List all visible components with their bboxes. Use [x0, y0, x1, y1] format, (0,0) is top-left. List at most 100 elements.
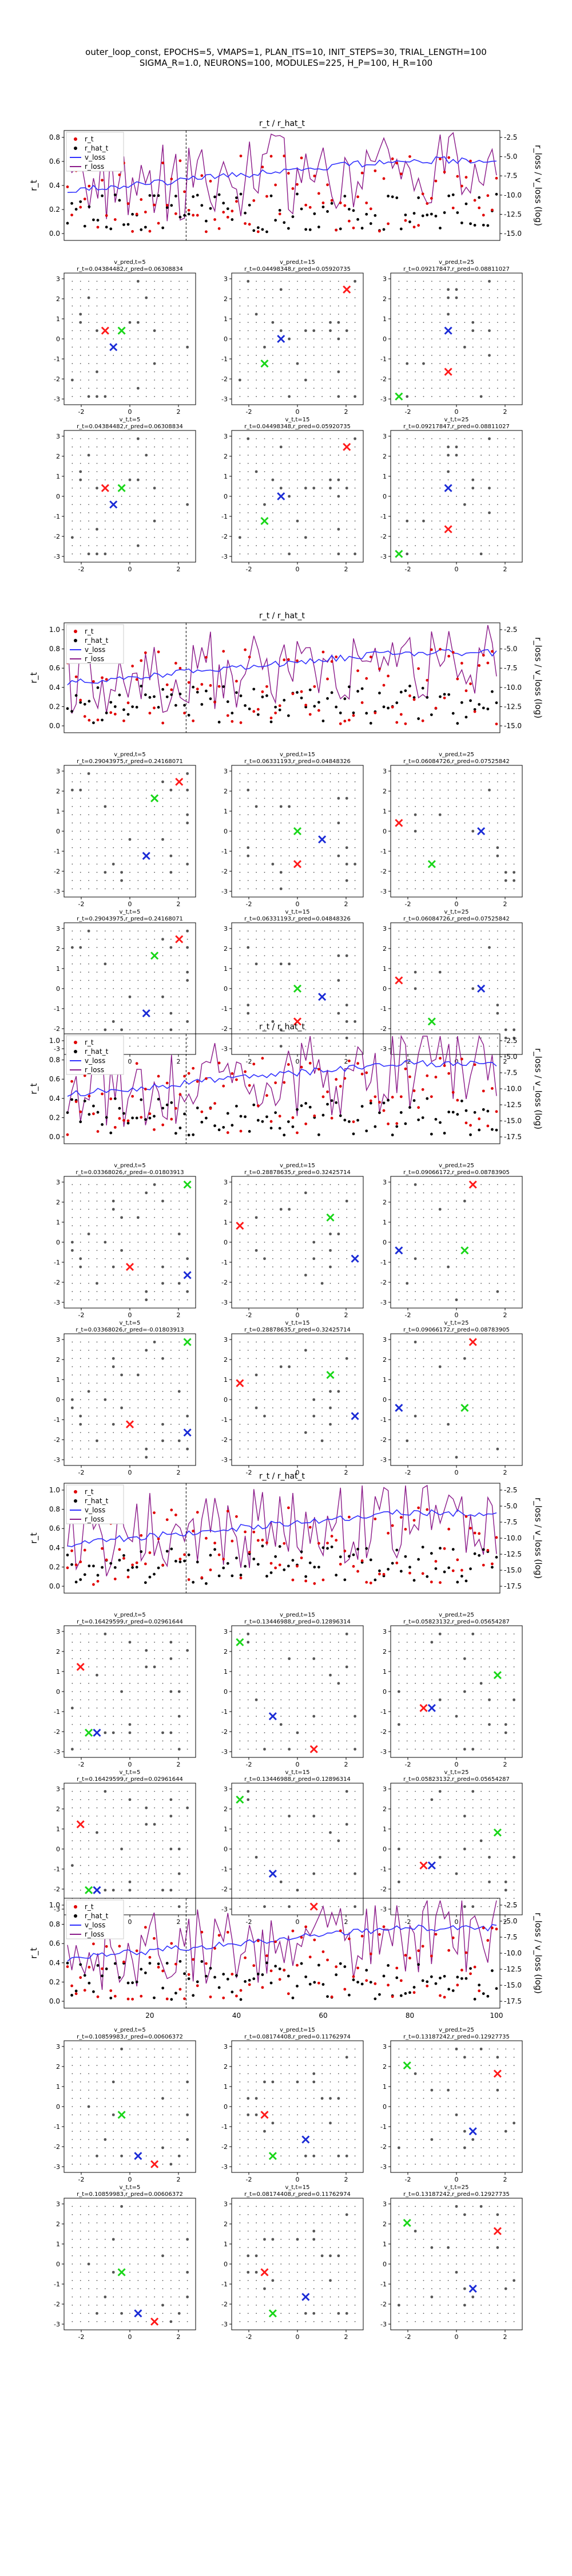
grid-point — [113, 930, 114, 932]
grid-point — [505, 930, 507, 932]
grid-point — [398, 1266, 400, 1268]
grid-point — [321, 1233, 323, 1235]
r-hat-t-point — [382, 228, 386, 231]
grid-point — [480, 322, 482, 323]
grid-point — [398, 855, 400, 857]
grid-point — [178, 1432, 180, 1433]
grid-point — [88, 1358, 90, 1360]
grid-y-tick-label: -3 — [221, 1456, 228, 1464]
grid-point — [406, 880, 408, 882]
grid-point — [280, 831, 282, 832]
grid-point — [439, 455, 441, 456]
grid-point — [337, 1192, 339, 1194]
grid-point — [321, 1037, 323, 1039]
grid-point — [423, 1233, 424, 1235]
grid-point — [297, 1045, 298, 1047]
r-hat-t-point — [118, 199, 121, 202]
grid-point — [354, 1291, 356, 1293]
grid-point — [439, 1216, 441, 1218]
grid-point — [431, 396, 432, 397]
grid-point — [431, 438, 432, 440]
grid-point — [121, 1233, 122, 1235]
grid-point — [96, 773, 98, 775]
grid-point — [406, 1266, 408, 1268]
grid-point — [313, 797, 315, 799]
grid-point — [247, 379, 249, 381]
grid-point — [513, 831, 515, 832]
grid-point — [272, 971, 273, 973]
grid-point — [145, 789, 147, 791]
grid-point — [170, 1233, 172, 1235]
grid-point — [297, 1184, 298, 1186]
r-hat-t-point — [291, 215, 295, 218]
grid-point — [471, 487, 475, 490]
r-t-point — [417, 1106, 420, 1109]
grid-point — [288, 814, 290, 816]
grid-point — [80, 346, 81, 348]
grid-point — [337, 938, 339, 940]
grid-point — [297, 1216, 298, 1218]
grid-point — [154, 1366, 156, 1368]
r-t-point — [399, 172, 403, 176]
grid-point — [72, 455, 73, 456]
grid-point — [406, 1299, 408, 1301]
grid-point — [464, 1266, 466, 1268]
grid-point — [439, 520, 441, 522]
r-t-point — [412, 698, 416, 701]
grid-point — [170, 930, 172, 932]
grid-point — [104, 888, 106, 890]
grid-point — [264, 1456, 265, 1458]
grid-point — [329, 1358, 331, 1360]
grid-point — [80, 888, 81, 890]
grid-x-tick-label: 0 — [128, 408, 132, 416]
grid-point — [496, 854, 499, 858]
r-hat-t-point — [412, 1099, 416, 1102]
r-t-point — [269, 155, 273, 158]
grid-point — [288, 330, 290, 331]
grid-point — [170, 280, 172, 282]
grid-point — [464, 839, 466, 840]
grid-point — [329, 947, 331, 949]
grid-point — [279, 1028, 283, 1032]
grid-point — [264, 1358, 265, 1360]
r-hat-t-point — [178, 692, 182, 696]
grid-point — [162, 888, 164, 890]
r-hat-t-point — [174, 1132, 177, 1135]
grid-point — [70, 378, 74, 382]
grid-point — [398, 1045, 400, 1047]
grid-point — [162, 1184, 164, 1186]
r-hat-t-point — [387, 195, 390, 197]
grid-point — [88, 1266, 90, 1268]
grid-point — [472, 289, 474, 290]
grid-point — [423, 855, 424, 857]
grid-y-tick-label: 3 — [56, 925, 60, 933]
grid-point — [480, 280, 482, 282]
r-t-point — [252, 199, 256, 202]
r-hat-t-point — [434, 1117, 438, 1121]
grid-point — [312, 1415, 316, 1418]
r-t-point — [196, 688, 199, 691]
grid-point — [321, 528, 323, 530]
y-right-tick-label: -10.0 — [504, 1085, 522, 1093]
grid-point — [313, 1374, 315, 1376]
grid-y-tick-label: -3 — [54, 1045, 60, 1053]
r-t-point — [478, 664, 481, 667]
grid-point — [272, 839, 273, 840]
grid-point — [178, 1456, 180, 1458]
r-hat-t-point — [192, 685, 195, 689]
grid-point — [239, 289, 241, 290]
grid-point — [456, 847, 457, 848]
grid-point — [239, 322, 241, 323]
grid-point — [239, 338, 241, 339]
grid-y-tick-label: 3 — [56, 433, 60, 440]
line-panel-title: r_t / r_hat_t — [259, 1022, 305, 1032]
grid-point — [456, 354, 457, 356]
grid-point — [162, 871, 164, 873]
grid-point — [480, 496, 482, 497]
grid-point — [247, 330, 249, 331]
grid-point — [121, 1366, 122, 1368]
grid-point — [129, 528, 130, 530]
r-t-point — [131, 1095, 134, 1098]
grid-point — [496, 388, 498, 389]
grid-point — [256, 871, 257, 873]
